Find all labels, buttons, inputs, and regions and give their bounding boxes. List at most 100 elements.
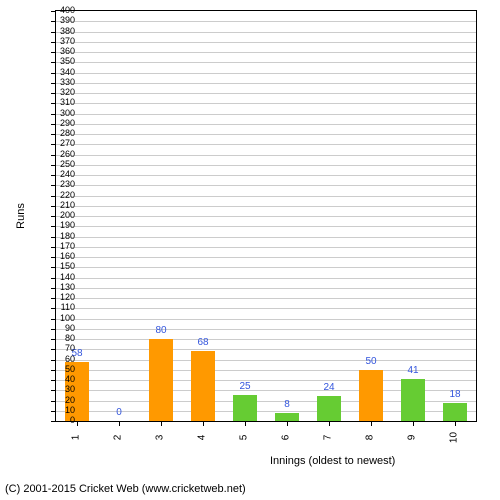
grid-line bbox=[56, 308, 476, 309]
y-tick bbox=[51, 196, 56, 197]
grid-line bbox=[56, 52, 476, 53]
y-tick-label: 130 bbox=[60, 282, 75, 292]
grid-line bbox=[56, 21, 476, 22]
y-tick bbox=[51, 124, 56, 125]
bar-value-label: 0 bbox=[116, 407, 122, 418]
grid-line bbox=[56, 237, 476, 238]
y-tick bbox=[51, 114, 56, 115]
y-tick-label: 60 bbox=[65, 354, 75, 364]
grid-line bbox=[56, 206, 476, 207]
x-tick bbox=[371, 421, 372, 426]
y-tick bbox=[51, 21, 56, 22]
y-tick bbox=[51, 421, 56, 422]
bar-value-label: 50 bbox=[365, 356, 376, 367]
y-tick bbox=[51, 370, 56, 371]
grid-line bbox=[56, 175, 476, 176]
y-tick-label: 240 bbox=[60, 169, 75, 179]
y-tick bbox=[51, 401, 56, 402]
y-tick bbox=[51, 32, 56, 33]
grid-line bbox=[56, 226, 476, 227]
bar-value-label: 25 bbox=[239, 381, 250, 392]
y-tick bbox=[51, 73, 56, 74]
y-tick-label: 220 bbox=[60, 190, 75, 200]
y-tick bbox=[51, 288, 56, 289]
y-tick-label: 370 bbox=[60, 36, 75, 46]
bar-value-label: 80 bbox=[155, 325, 166, 336]
grid-line bbox=[56, 267, 476, 268]
grid-line bbox=[56, 319, 476, 320]
copyright-text: (C) 2001-2015 Cricket Web (www.cricketwe… bbox=[5, 483, 246, 495]
y-tick bbox=[51, 62, 56, 63]
y-tick-label: 400 bbox=[60, 5, 75, 15]
x-tick-label: 7 bbox=[323, 428, 334, 448]
grid-line bbox=[56, 196, 476, 197]
grid-line bbox=[56, 134, 476, 135]
grid-line bbox=[56, 62, 476, 63]
y-tick bbox=[51, 185, 56, 186]
x-tick-label: 2 bbox=[113, 428, 124, 448]
y-tick-label: 390 bbox=[60, 15, 75, 25]
y-tick-label: 40 bbox=[65, 374, 75, 384]
y-tick bbox=[51, 42, 56, 43]
grid-line bbox=[56, 298, 476, 299]
y-tick-label: 340 bbox=[60, 67, 75, 77]
y-tick bbox=[51, 329, 56, 330]
y-tick-label: 180 bbox=[60, 231, 75, 241]
y-tick bbox=[51, 206, 56, 207]
y-tick bbox=[51, 103, 56, 104]
x-tick bbox=[413, 421, 414, 426]
y-tick bbox=[51, 308, 56, 309]
x-axis-title: Innings (oldest to newest) bbox=[270, 455, 395, 467]
y-tick-label: 360 bbox=[60, 46, 75, 56]
y-tick-label: 260 bbox=[60, 149, 75, 159]
grid-line bbox=[56, 155, 476, 156]
y-tick-label: 320 bbox=[60, 87, 75, 97]
plot-area: 580806825824504118 bbox=[55, 10, 477, 422]
y-tick-label: 20 bbox=[65, 395, 75, 405]
y-tick bbox=[51, 237, 56, 238]
x-tick bbox=[245, 421, 246, 426]
y-tick bbox=[51, 134, 56, 135]
x-tick bbox=[287, 421, 288, 426]
grid-line bbox=[56, 185, 476, 186]
y-tick-label: 300 bbox=[60, 108, 75, 118]
y-tick-label: 210 bbox=[60, 200, 75, 210]
grid-line bbox=[56, 349, 476, 350]
bar bbox=[275, 413, 298, 421]
x-tick bbox=[119, 421, 120, 426]
y-tick-label: 290 bbox=[60, 118, 75, 128]
y-tick-label: 100 bbox=[60, 313, 75, 323]
y-tick bbox=[51, 349, 56, 350]
x-tick bbox=[455, 421, 456, 426]
y-tick bbox=[51, 380, 56, 381]
y-tick bbox=[51, 319, 56, 320]
y-tick-label: 350 bbox=[60, 56, 75, 66]
y-tick bbox=[51, 267, 56, 268]
grid-line bbox=[56, 288, 476, 289]
bar-value-label: 18 bbox=[449, 389, 460, 400]
y-tick-label: 70 bbox=[65, 343, 75, 353]
y-tick-label: 310 bbox=[60, 97, 75, 107]
y-tick-label: 380 bbox=[60, 26, 75, 36]
grid-line bbox=[56, 124, 476, 125]
y-tick bbox=[51, 226, 56, 227]
y-tick-label: 170 bbox=[60, 241, 75, 251]
x-tick bbox=[161, 421, 162, 426]
y-tick bbox=[51, 247, 56, 248]
y-tick bbox=[51, 216, 56, 217]
y-tick-label: 110 bbox=[61, 302, 75, 312]
y-tick-label: 120 bbox=[60, 292, 75, 302]
chart-container: 580806825824504118 Runs Innings (oldest … bbox=[0, 0, 500, 500]
y-tick-label: 140 bbox=[60, 272, 75, 282]
bar bbox=[317, 396, 340, 421]
grid-line bbox=[56, 42, 476, 43]
y-tick bbox=[51, 360, 56, 361]
y-tick bbox=[51, 93, 56, 94]
y-tick bbox=[51, 257, 56, 258]
bar-value-label: 24 bbox=[323, 382, 334, 393]
y-tick bbox=[51, 52, 56, 53]
grid-line bbox=[56, 103, 476, 104]
x-tick-label: 9 bbox=[407, 428, 418, 448]
grid-line bbox=[56, 278, 476, 279]
y-tick bbox=[51, 144, 56, 145]
